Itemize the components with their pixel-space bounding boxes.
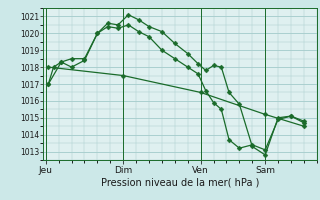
X-axis label: Pression niveau de la mer( hPa ): Pression niveau de la mer( hPa ) — [101, 177, 259, 187]
